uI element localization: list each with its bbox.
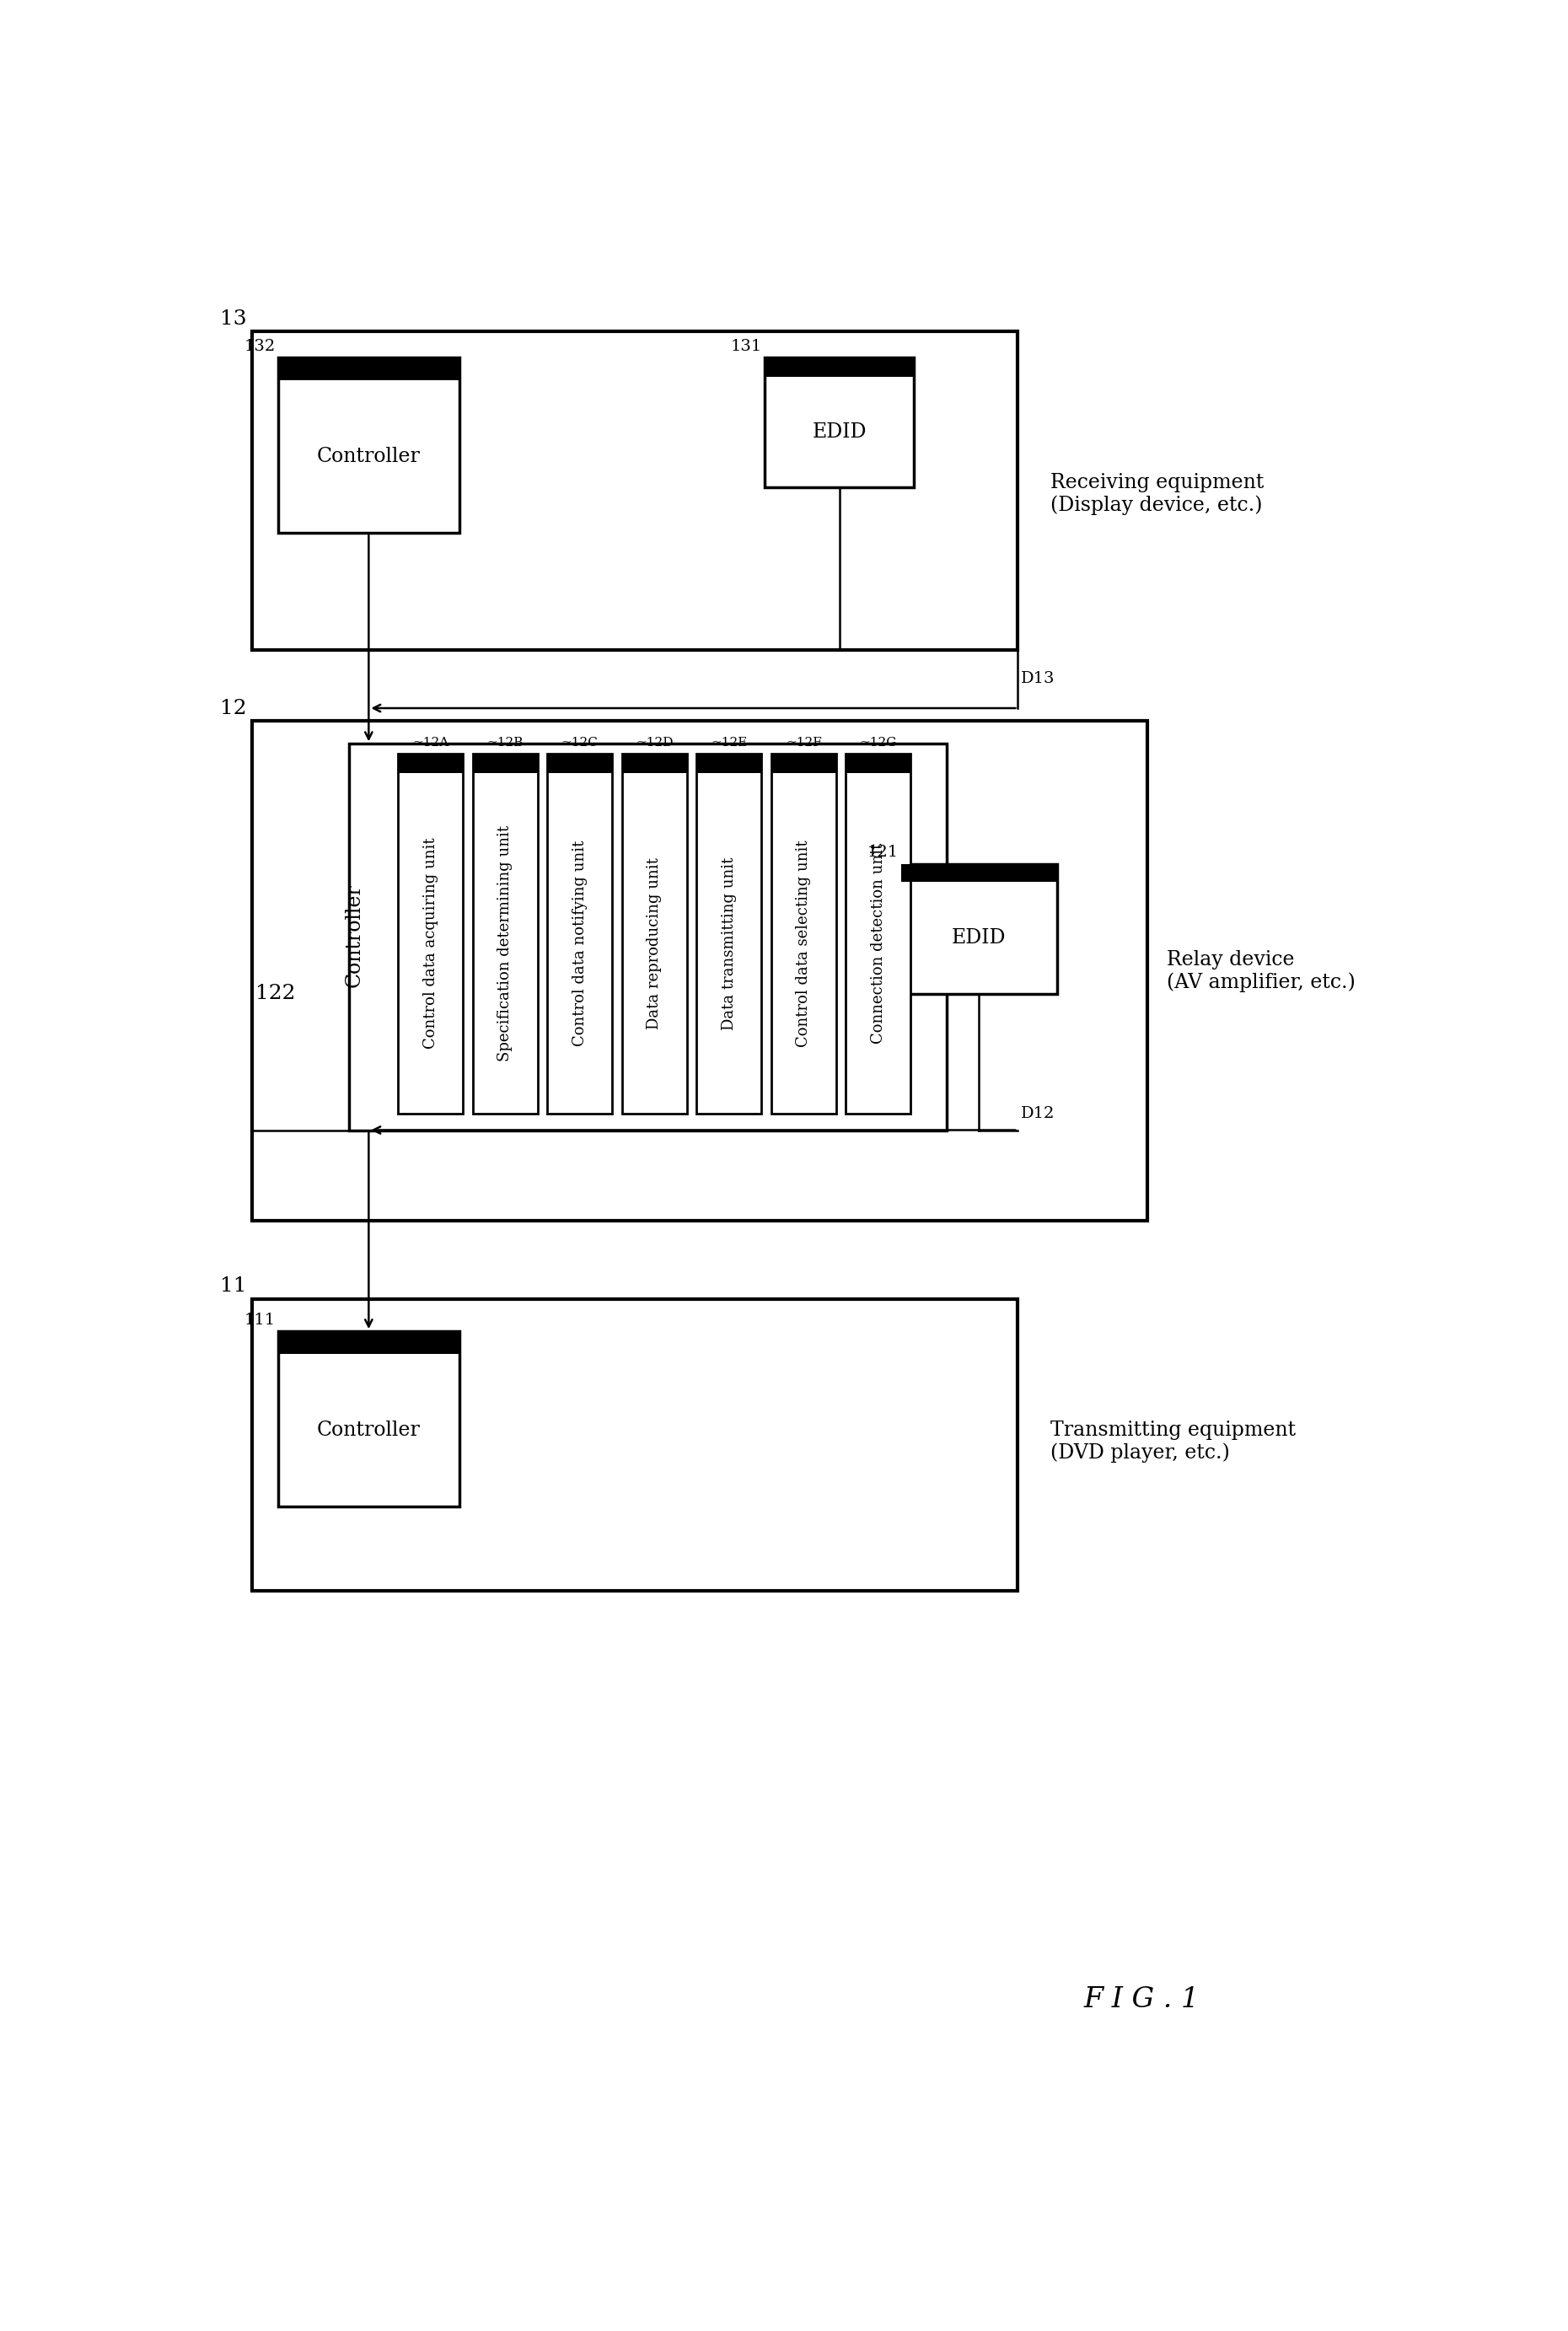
Text: ~12G: ~12G [859,737,897,748]
Text: 131: 131 [731,338,762,354]
Bar [252,1298,1018,1592]
Text: Controller: Controller [343,883,364,986]
Text: Receiving equipment
(Display device, etc.): Receiving equipment (Display device, etc… [1051,473,1264,515]
Text: 13: 13 [220,310,246,329]
Text: Connection detection unit: Connection detection unit [870,844,886,1044]
Bar [350,744,947,1131]
Bar [845,753,911,1114]
Bar [472,753,538,1114]
Text: 12: 12 [220,699,246,718]
Bar [845,753,911,774]
Bar [252,331,1018,650]
Text: Control data notifying unit: Control data notifying unit [572,841,588,1047]
Text: D13: D13 [1021,671,1055,688]
Text: ~12E: ~12E [710,737,748,748]
Text: ~12C: ~12C [561,737,597,748]
Text: 111: 111 [245,1312,276,1326]
Bar [547,753,612,774]
Bar [696,753,762,1114]
Text: D12: D12 [1021,1107,1055,1121]
Text: Control data selecting unit: Control data selecting unit [797,839,811,1047]
Text: EDID: EDID [812,422,867,443]
Text: 132: 132 [243,338,276,354]
Bar [902,865,1057,993]
Bar [547,753,612,1114]
Bar [696,753,762,774]
Bar [765,357,914,487]
Bar [902,865,1057,881]
Bar [398,753,463,1114]
Text: Relay device
(AV amplifier, etc.): Relay device (AV amplifier, etc.) [1167,949,1356,993]
Text: ~12B: ~12B [486,737,524,748]
Text: 121: 121 [867,844,898,860]
Bar [278,1331,459,1506]
Bar [398,753,463,774]
Bar [252,720,1148,1221]
Text: ~12F: ~12F [786,737,822,748]
Bar [622,753,687,774]
Text: Controller: Controller [317,1420,420,1441]
Text: Data transmitting unit: Data transmitting unit [721,858,737,1030]
Text: 122: 122 [256,984,295,1002]
Bar [278,357,459,534]
Text: EDID: EDID [952,928,1007,949]
Text: Transmitting equipment
(DVD player, etc.): Transmitting equipment (DVD player, etc.… [1051,1420,1295,1464]
Bar [771,753,836,1114]
Text: ~12D: ~12D [635,737,673,748]
Bar [622,753,687,1114]
Bar [472,753,538,774]
Bar [278,357,459,380]
Text: Data reproducing unit: Data reproducing unit [646,858,662,1030]
Text: 11: 11 [220,1277,246,1296]
Bar [278,1331,459,1354]
Bar [771,753,836,774]
Text: Controller: Controller [317,448,420,466]
Text: Specification determining unit: Specification determining unit [497,825,513,1061]
Text: F I G . 1: F I G . 1 [1083,1986,1200,2014]
Text: ~12A: ~12A [412,737,448,748]
Bar [765,357,914,378]
Text: Control data acquiring unit: Control data acquiring unit [423,837,437,1049]
